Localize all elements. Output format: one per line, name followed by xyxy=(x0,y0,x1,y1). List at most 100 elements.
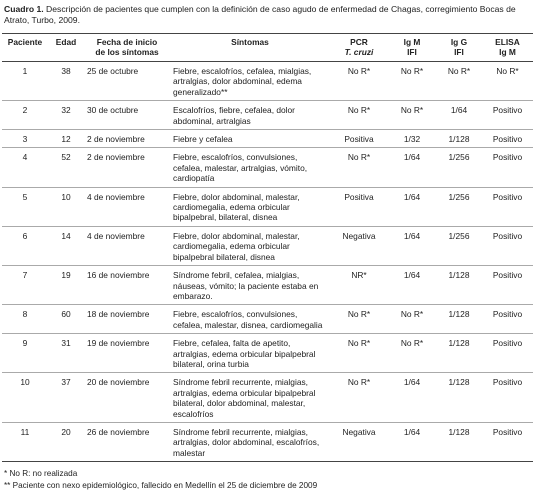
table-cell: 31 xyxy=(48,333,84,374)
table-row: 5 10 4 de noviembre Fiebre, dolor abdominal… xyxy=(2,187,533,227)
footnote: ** Paciente con nexo epidemiológico, fal… xyxy=(4,481,318,491)
table-cell: 1/256 xyxy=(436,147,482,188)
table-cell: Positivo xyxy=(482,304,533,335)
header-line: Síntomas xyxy=(231,37,269,47)
table-cell: No R* xyxy=(330,100,388,131)
header-cell: Paciente xyxy=(2,33,48,62)
table-cell: 20 xyxy=(48,422,84,463)
table-cell: Negativa xyxy=(330,226,388,267)
caption-text: Descripción de pacientes que cumplen con… xyxy=(4,4,516,25)
table-cell: 18 de noviembre xyxy=(84,304,170,335)
table-cell: Fiebre, cefalea, falta de apetito, artra… xyxy=(170,333,330,374)
table-cell: Fiebre, escalofríos, convulsiones, cefal… xyxy=(170,147,330,188)
table-cell: 3 xyxy=(2,129,48,149)
table-cell: 1/64 xyxy=(436,100,482,131)
footnotes: * No R: no realizada ** Paciente con nexo… xyxy=(4,468,531,492)
table-cell: 7 xyxy=(2,265,48,306)
table-cell: 9 xyxy=(2,333,48,374)
table-cell: 14 xyxy=(48,226,84,267)
table-row: 1 38 25 de octubre Fiebre, escalofríos, cef… xyxy=(2,61,533,102)
table-row: 10 37 20 de noviembre Síndrome febril recur… xyxy=(2,372,533,423)
table-cell: No R* xyxy=(482,61,533,102)
table-cell: 1/128 xyxy=(436,422,482,463)
table-cell: 20 de noviembre xyxy=(84,372,170,423)
caption-label: Cuadro 1. xyxy=(4,4,44,14)
table-cell: Positivo xyxy=(482,265,533,306)
table-cell: 60 xyxy=(48,304,84,335)
table-cell: 19 xyxy=(48,265,84,306)
header-line: Edad xyxy=(55,37,77,47)
table-row: 8 60 18 de noviembre Fiebre, escalofríos, c… xyxy=(2,304,533,335)
table-cell: Escalofríos, fiebre, cefalea, dolor abdo… xyxy=(170,100,330,131)
table-cell: Positiva xyxy=(330,187,388,227)
header-row: Paciente Edad Fecha de inicio de los síntom… xyxy=(2,33,533,62)
header-cell: Síntomas xyxy=(170,33,330,62)
table-cell: No R* xyxy=(388,61,436,102)
table-cell: 2 de noviembre xyxy=(84,129,170,149)
table-cell: Fiebre, dolor abdominal, malestar, cardi… xyxy=(170,226,330,267)
header-line: T. cruzi xyxy=(344,47,374,57)
table-cell: NR* xyxy=(330,265,388,306)
table-cell: Positivo xyxy=(482,372,533,423)
table-cell: 1/64 xyxy=(388,422,436,463)
table-cell: Positivo xyxy=(482,422,533,463)
table-row: 3 12 2 de noviembre Fiebre y cefalea Positiv… xyxy=(2,129,533,149)
table-row: 9 31 19 de noviembre Fiebre, cefalea, falta… xyxy=(2,333,533,374)
table-cell: 2 xyxy=(2,100,48,131)
table-body: 1 38 25 de octubre Fiebre, escalofríos, cef… xyxy=(2,61,533,463)
table-row: 7 19 16 de noviembre Síndrome febril, cefal… xyxy=(2,265,533,306)
table-cell: 30 de octubre xyxy=(84,100,170,131)
table-cell: 26 de noviembre xyxy=(84,422,170,463)
table-cell: No R* xyxy=(330,333,388,374)
header-line: Paciente xyxy=(7,37,43,47)
table-cell: Síndrome febril, cefalea, mialgias, náus… xyxy=(170,265,330,306)
table-cell: No R* xyxy=(388,333,436,374)
header-line: ELISA xyxy=(495,37,520,47)
table-cell: No R* xyxy=(388,304,436,335)
table-cell: Positivo xyxy=(482,129,533,149)
header-line: de los síntomas xyxy=(95,47,159,57)
table-cell: 32 xyxy=(48,100,84,131)
table-cell: 4 xyxy=(2,147,48,188)
header-line: Ig G xyxy=(450,37,468,47)
table-cell: No R* xyxy=(388,100,436,131)
header-cell: Edad xyxy=(48,33,84,62)
table-cell: Síndrome febril recurrente, mialgias, ar… xyxy=(170,422,330,463)
table-cell: 1/128 xyxy=(436,265,482,306)
table-cell: Fiebre, escalofríos, convulsiones, cefal… xyxy=(170,304,330,335)
table-cell: 16 de noviembre xyxy=(84,265,170,306)
table-cell: 8 xyxy=(2,304,48,335)
table-cell: Fiebre y cefalea xyxy=(170,129,330,149)
table-cell: Positivo xyxy=(482,147,533,188)
table-cell: 6 xyxy=(2,226,48,267)
header-cell: Ig M IFI xyxy=(388,33,436,62)
table-cell: 1/32 xyxy=(388,129,436,149)
table-cell: 4 de noviembre xyxy=(84,187,170,227)
header-line: IFI xyxy=(407,47,417,57)
table-cell: 38 xyxy=(48,61,84,102)
table-cell: Positivo xyxy=(482,187,533,227)
table-cell: 1/64 xyxy=(388,372,436,423)
table-row: 4 52 2 de noviembre Fiebre, escalofríos, co… xyxy=(2,147,533,188)
header-line: Ig M xyxy=(403,37,421,47)
table-cell: 52 xyxy=(48,147,84,188)
table-cell: 1/128 xyxy=(436,333,482,374)
page: Cuadro 1. Descripción de pacientes que c… xyxy=(0,4,535,490)
table-cell: 2 de noviembre xyxy=(84,147,170,188)
table-cell: 4 de noviembre xyxy=(84,226,170,267)
table-cell: Negativa xyxy=(330,422,388,463)
table-cell: 19 de noviembre xyxy=(84,333,170,374)
table-cell: 1/128 xyxy=(436,304,482,335)
table-row: 2 32 30 de octubre Escalofríos, fiebre, cef… xyxy=(2,100,533,131)
table-cell: 10 xyxy=(2,372,48,423)
table-cell: 1/128 xyxy=(436,372,482,423)
footnote: * No R: no realizada xyxy=(4,469,78,479)
table-cell: 25 de octubre xyxy=(84,61,170,102)
table-cell: 10 xyxy=(48,187,84,227)
table-row: 11 20 26 de noviembre Síndrome febril recur… xyxy=(2,422,533,463)
table: Paciente Edad Fecha de inicio de los síntom… xyxy=(2,33,533,463)
table-cell: 1/64 xyxy=(388,187,436,227)
table-cell: 11 xyxy=(2,422,48,463)
table-cell: No R* xyxy=(436,61,482,102)
header-cell: ELISA Ig M xyxy=(482,33,533,62)
